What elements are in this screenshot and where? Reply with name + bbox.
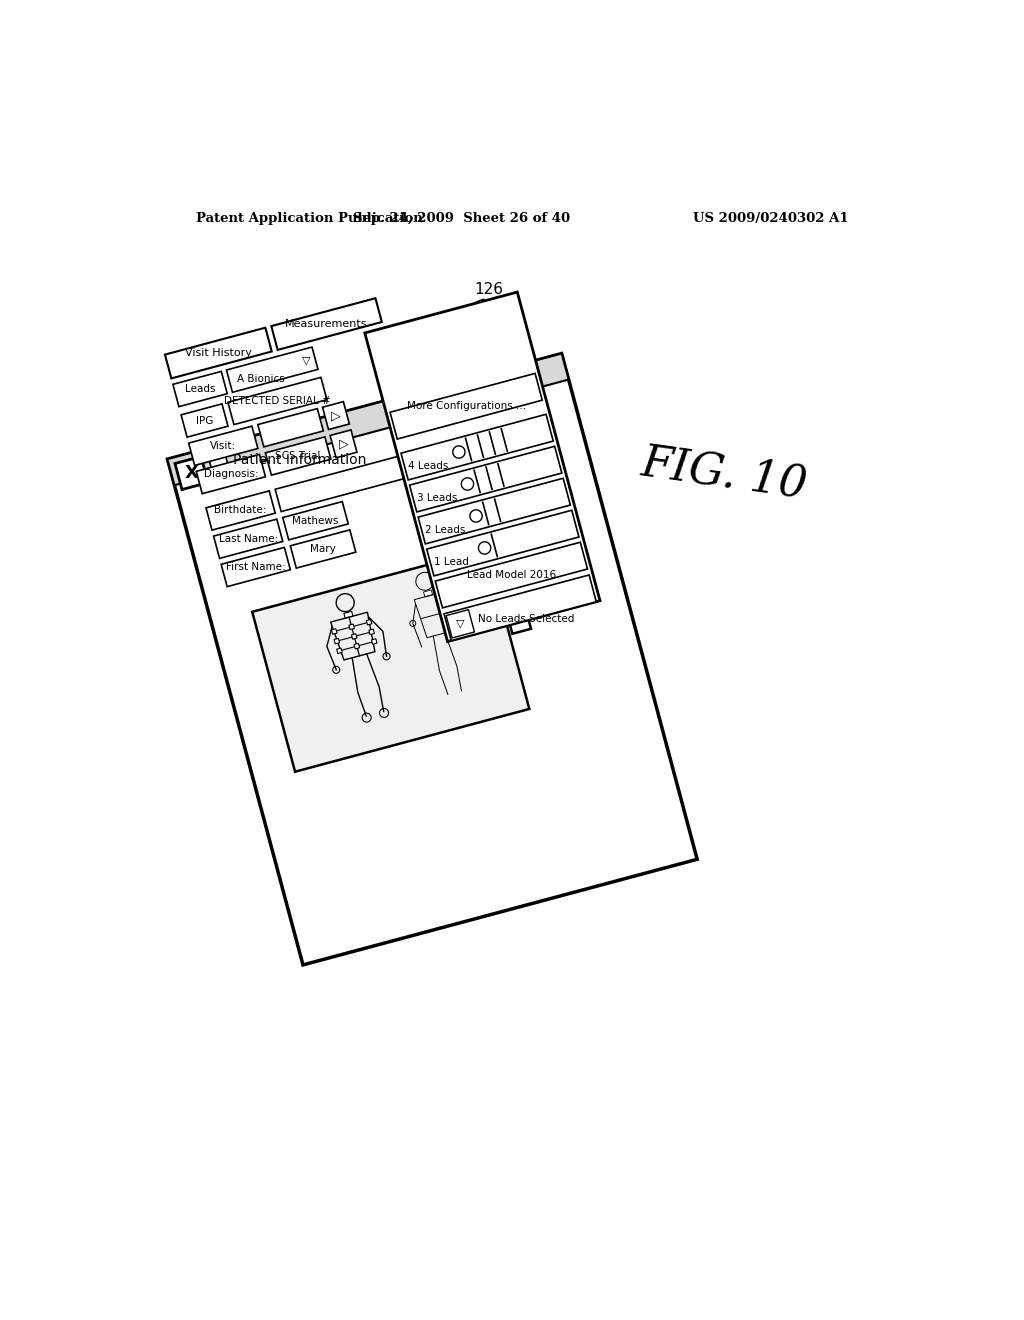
Text: Patent Application Publication: Patent Application Publication [196,213,423,224]
FancyArrowPatch shape [455,300,483,338]
Bar [173,371,227,407]
Text: Mary: Mary [310,544,336,554]
Bar [323,401,349,429]
Bar [349,624,354,630]
Bar [351,634,357,639]
Bar [332,628,337,634]
Bar [401,414,553,480]
Text: 3 Leads: 3 Leads [417,492,458,503]
Bar [372,639,377,644]
Text: Pain Drawing: Pain Drawing [506,558,516,623]
Text: X: X [184,465,199,482]
Bar [354,643,359,649]
Bar [228,378,327,425]
Text: 126: 126 [474,282,503,297]
Text: Lead Model 2016: Lead Model 2016 [467,570,556,579]
Bar [365,292,600,642]
Bar [188,426,258,466]
Text: ▷: ▷ [331,409,341,422]
Text: SCS Trial: SCS Trial [275,451,321,461]
Text: No Leads Selected: No Leads Selected [478,614,574,624]
Bar [181,404,228,437]
Bar [265,437,331,475]
Text: US 2009/0240302 A1: US 2009/0240302 A1 [692,213,848,224]
Bar [206,491,275,531]
Text: FIG. 10: FIG. 10 [639,441,811,507]
Text: Visit:: Visit: [210,441,237,451]
Text: Patient Information: Patient Information [233,453,367,467]
Text: Diagnosis:: Diagnosis: [204,469,258,479]
Text: Mathews: Mathews [292,516,339,525]
Bar [209,453,229,474]
Bar [197,454,265,494]
Text: Visit History: Visit History [185,348,252,358]
Bar [344,611,353,618]
Bar [275,453,415,512]
Text: DETECTED SERIAL #: DETECTED SERIAL # [224,396,331,407]
Bar [446,610,474,638]
Bar [283,502,348,540]
Bar [258,409,324,447]
Bar [221,548,291,586]
Bar [226,347,318,392]
Bar [369,630,375,635]
Bar [444,576,596,640]
Text: More Configurations ...: More Configurations ... [407,401,525,412]
Text: ▽: ▽ [302,355,310,366]
Text: Measurements: Measurements [286,319,368,329]
Text: Last Name:: Last Name: [218,533,278,544]
Bar [390,374,543,440]
Text: Birthdate:: Birthdate: [214,506,267,516]
Text: 4 Leads: 4 Leads [409,461,449,470]
Bar [490,546,531,634]
Bar [168,354,568,486]
Bar [435,543,588,609]
Text: 2 Leads: 2 Leads [425,524,466,535]
Bar [175,457,208,490]
Bar [334,639,340,644]
Bar [168,354,697,965]
Bar [410,446,562,512]
Bar [291,529,355,568]
Bar [367,619,372,624]
Text: Sep. 24, 2009  Sheet 26 of 40: Sep. 24, 2009 Sheet 26 of 40 [353,213,570,224]
Text: ▷: ▷ [339,437,348,450]
Bar [337,648,342,653]
Bar [330,430,357,458]
Text: A Bionics: A Bionics [237,374,285,384]
Bar [165,327,271,379]
Bar [271,298,382,350]
Bar [424,590,432,597]
Text: Leads: Leads [185,384,215,395]
Text: IPG: IPG [196,416,213,425]
Text: First Name:: First Name: [226,562,286,572]
Bar [252,549,529,772]
Bar [418,478,570,544]
Bar [214,519,283,558]
Bar [427,511,579,576]
Text: ▽: ▽ [456,619,465,628]
Text: 1 Lead: 1 Lead [434,557,469,566]
